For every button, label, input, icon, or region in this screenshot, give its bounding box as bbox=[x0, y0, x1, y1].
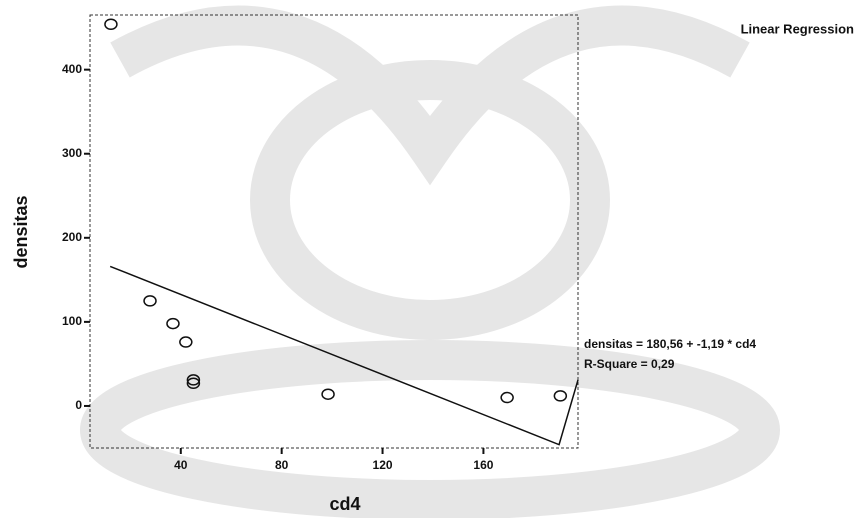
point bbox=[180, 337, 192, 347]
y-axis-label: densitas bbox=[11, 195, 31, 268]
x-tick-label: 40 bbox=[174, 458, 188, 472]
y-tick-label: 200 bbox=[62, 230, 82, 244]
r-square: R-Square = 0,29 bbox=[584, 357, 675, 371]
point bbox=[144, 296, 156, 306]
y-tick-label: 300 bbox=[62, 146, 82, 160]
point bbox=[322, 389, 334, 399]
y-tick-label: 100 bbox=[62, 314, 82, 328]
point bbox=[105, 19, 117, 29]
watermark bbox=[100, 26, 760, 500]
chart-title: Linear Regression bbox=[741, 21, 854, 36]
x-axis-label: cd4 bbox=[329, 494, 360, 514]
equation: densitas = 180,56 + -1,19 * cd4 bbox=[584, 337, 756, 351]
chart: Linear Regression cd4 densitas densitas … bbox=[0, 0, 864, 518]
x-tick-label: 120 bbox=[373, 458, 393, 472]
x-tick-label: 80 bbox=[275, 458, 289, 472]
y-tick-label: 400 bbox=[62, 62, 82, 76]
x-tick-label: 160 bbox=[473, 458, 493, 472]
point bbox=[167, 319, 179, 329]
point bbox=[501, 393, 513, 403]
point bbox=[554, 391, 566, 401]
y-tick-label: 0 bbox=[75, 398, 82, 412]
